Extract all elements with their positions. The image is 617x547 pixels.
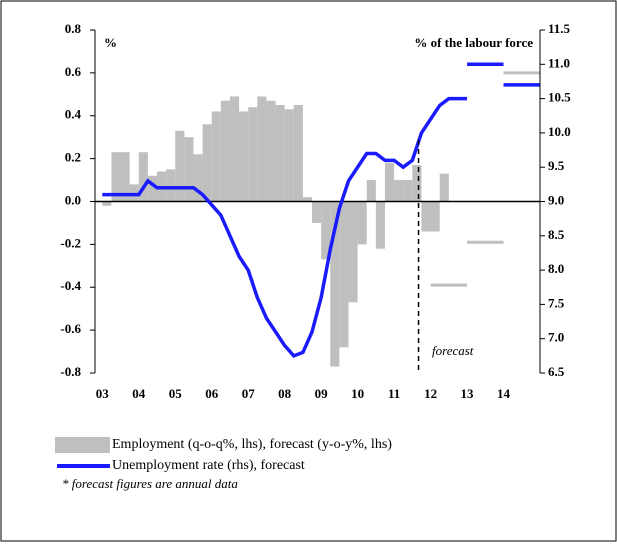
forecast-label: forecast <box>432 343 474 358</box>
bar <box>248 107 258 202</box>
bar <box>275 105 285 202</box>
bar <box>202 124 212 202</box>
x-tick-label: 07 <box>242 386 256 401</box>
bar <box>412 165 422 202</box>
x-tick-label: 04 <box>132 386 146 401</box>
y2-tick-label: 7.5 <box>548 295 565 310</box>
bar <box>430 201 440 232</box>
bar <box>229 96 240 202</box>
bar <box>184 137 194 202</box>
y-tick-label: 0.8 <box>65 21 82 36</box>
legend-label: Employment (q-o-q%, lhs), forecast (y-o-… <box>112 437 392 452</box>
x-tick-label: 10 <box>351 386 364 401</box>
y2-unit: % of the labour force <box>414 35 533 50</box>
line <box>102 96 468 358</box>
bar <box>293 105 303 202</box>
bar <box>302 197 313 202</box>
bar <box>366 180 376 202</box>
x-tick-label: 12 <box>424 386 437 401</box>
bar <box>220 100 230 202</box>
y-unit: % <box>104 35 117 50</box>
y-tick-label: -0.8 <box>60 364 81 379</box>
y2-tick-label: 7.0 <box>548 330 564 345</box>
bar <box>266 100 276 202</box>
bar <box>357 201 367 245</box>
y-tick-label: 0.0 <box>65 192 81 207</box>
x-tick-label: 06 <box>205 386 219 401</box>
bar <box>439 173 449 202</box>
bar <box>120 152 130 202</box>
bar <box>284 109 294 202</box>
bar <box>175 130 185 202</box>
bar <box>375 201 385 249</box>
y2-tick-label: 6.5 <box>548 364 565 379</box>
bar <box>321 201 331 260</box>
y2-tick-label: 8.5 <box>548 227 565 242</box>
bar <box>102 201 112 206</box>
x-tick-label: 13 <box>461 386 475 401</box>
bar <box>111 152 121 202</box>
bar <box>394 180 404 202</box>
x-tick-label: 03 <box>96 386 110 401</box>
legend-label: Unemployment rate (rhs), forecast <box>112 458 305 473</box>
y-tick-label: 0.2 <box>65 150 81 165</box>
y2-tick-label: 9.0 <box>548 192 564 207</box>
x-tick-label: 11 <box>388 386 400 401</box>
y-tick-label: 0.6 <box>65 64 82 79</box>
bar <box>403 180 413 202</box>
bar <box>348 201 358 303</box>
bar <box>138 152 148 202</box>
bar <box>330 201 340 367</box>
y2-tick-label: 11.5 <box>548 21 571 36</box>
x-tick-label: 08 <box>278 386 292 401</box>
bar <box>193 154 203 202</box>
y-tick-label: 0.4 <box>65 107 82 122</box>
x-tick-label: 14 <box>497 386 511 401</box>
bar <box>257 96 267 202</box>
bar <box>339 201 349 348</box>
y2-tick-label: 9.5 <box>548 158 565 173</box>
bar <box>421 201 431 232</box>
bar <box>384 162 395 202</box>
y-tick-label: -0.4 <box>60 278 81 293</box>
bar <box>312 201 322 223</box>
bar <box>147 175 158 202</box>
x-tick-label: 05 <box>169 386 183 401</box>
x-tick-label: 09 <box>315 386 329 401</box>
y-tick-label: -0.2 <box>60 235 81 250</box>
y2-tick-label: 10.5 <box>548 90 571 105</box>
bar <box>166 169 176 202</box>
y-tick-label: -0.6 <box>60 321 81 336</box>
y2-tick-label: 10.0 <box>548 124 571 139</box>
y2-tick-label: 8.0 <box>548 261 564 276</box>
legend-swatch <box>55 437 110 453</box>
bar <box>211 111 221 202</box>
note: * forecast figures are annual data <box>62 476 238 491</box>
bar <box>239 111 249 202</box>
y2-tick-label: 11.0 <box>548 55 570 70</box>
